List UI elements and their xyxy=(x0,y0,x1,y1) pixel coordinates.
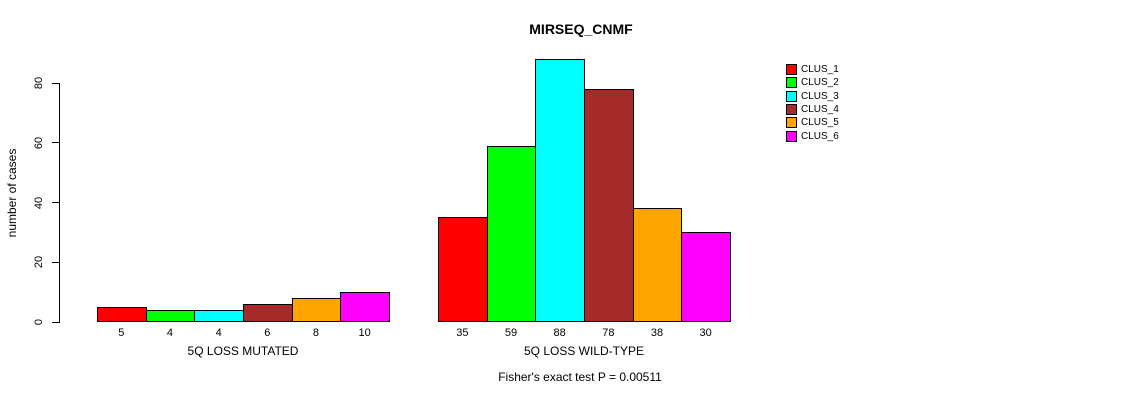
y-axis-line xyxy=(59,83,60,323)
legend-item-label: CLUS_1 xyxy=(801,64,839,75)
bar-value-label: 59 xyxy=(504,327,518,339)
legend-item: CLUS_3 xyxy=(786,90,839,103)
bar-clus_3 xyxy=(535,59,585,322)
annotation-text: Fisher's exact test P = 0.00511 xyxy=(498,370,662,384)
legend-item: CLUS_2 xyxy=(786,76,839,89)
legend-swatch xyxy=(786,103,797,115)
legend-swatch xyxy=(786,130,797,142)
legend-item-label: CLUS_3 xyxy=(801,90,839,102)
bar-value-label: 88 xyxy=(553,327,566,339)
y-tick-mark xyxy=(52,202,59,203)
bar-clus_5 xyxy=(632,208,683,322)
chart-title: MIRSEQ_CNMF xyxy=(529,21,633,37)
y-tick-mark xyxy=(52,142,59,144)
bar-value-label: 6 xyxy=(264,327,271,339)
bar-value-label: 38 xyxy=(650,327,664,339)
legend-item: CLUS_5 xyxy=(786,116,839,129)
bar-clus_2 xyxy=(486,146,537,322)
bar-value-label: 10 xyxy=(358,327,371,339)
y-tick-mark xyxy=(52,321,59,323)
bar-clus_2 xyxy=(145,310,196,322)
bar-value-label: 35 xyxy=(456,327,469,339)
legend-item: CLUS_4 xyxy=(786,103,839,116)
legend-item-label: CLUS_6 xyxy=(801,130,839,142)
bar-value-label: 78 xyxy=(602,327,615,339)
y-tick-label: 0 xyxy=(33,318,45,326)
legend-item-label: CLUS_2 xyxy=(801,77,839,89)
bar-clus_5 xyxy=(291,298,342,322)
legend-swatch xyxy=(786,117,797,129)
bar-clus_4 xyxy=(243,304,293,322)
bar-clus_1 xyxy=(97,307,147,322)
y-tick-label: 80 xyxy=(33,76,45,90)
legend-item-label: CLUS_4 xyxy=(801,103,839,115)
y-tick-label: 40 xyxy=(33,196,45,209)
bar-clus_6 xyxy=(340,292,390,322)
legend-item: CLUS_6 xyxy=(786,130,839,143)
y-tick-label: 60 xyxy=(33,136,45,149)
legend-swatch xyxy=(786,90,797,102)
y-tick-mark xyxy=(52,82,59,84)
bar-clus_4 xyxy=(584,89,634,322)
legend-swatch xyxy=(786,77,797,89)
bar-clus_3 xyxy=(194,310,244,322)
legend-item-label: CLUS_5 xyxy=(801,117,839,129)
y-axis-label: number of cases xyxy=(5,148,19,238)
bar-value-label: 5 xyxy=(118,327,125,339)
y-tick-label: 20 xyxy=(33,256,45,269)
x-axis-group-label: 5Q LOSS MUTATED xyxy=(187,344,299,358)
bar-value-label: 4 xyxy=(166,327,174,339)
bar-clus_1 xyxy=(438,217,488,322)
bar-clus_6 xyxy=(681,232,731,322)
bar-value-label: 8 xyxy=(312,327,320,339)
y-tick-mark xyxy=(52,261,59,263)
legend-swatch xyxy=(786,64,797,75)
bar-value-label: 4 xyxy=(215,327,222,339)
bar-value-label: 30 xyxy=(699,327,712,339)
x-axis-group-label: 5Q LOSS WILD-TYPE xyxy=(523,344,645,358)
legend-item: CLUS_1 xyxy=(786,63,839,76)
